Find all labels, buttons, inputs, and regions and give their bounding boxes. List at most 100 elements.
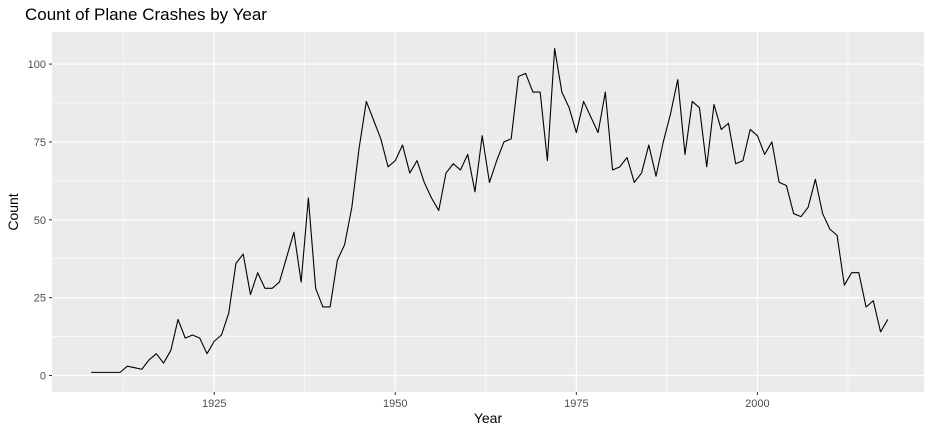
- y-axis: 0 25 50 75 100: [28, 59, 52, 382]
- major-gridlines: [52, 32, 924, 392]
- data-point-1977: [590, 117, 591, 118]
- data-point-1925: [214, 341, 215, 342]
- data-point-1989: [677, 79, 678, 80]
- data-point-1936: [293, 232, 294, 233]
- data-point-1958: [453, 163, 454, 164]
- data-point-1946: [366, 101, 367, 102]
- data-point-1957: [445, 173, 446, 174]
- data-point-1993: [706, 166, 707, 167]
- data-point-1935: [286, 257, 287, 258]
- y-tick-label: 50: [34, 215, 46, 227]
- data-point-1985: [648, 145, 649, 146]
- data-point-1916: [149, 359, 150, 360]
- data-point-1938: [308, 197, 309, 198]
- data-point-1999: [750, 129, 751, 130]
- data-point-1996: [728, 123, 729, 124]
- y-tick-label: 0: [40, 370, 46, 382]
- data-point-1962: [482, 135, 483, 136]
- data-point-1971: [547, 160, 548, 161]
- data-point-1983: [634, 182, 635, 183]
- data-point-1967: [518, 76, 519, 77]
- data-point-2008: [815, 179, 816, 180]
- data-point-1950: [395, 160, 396, 161]
- data-point-1972: [554, 48, 555, 49]
- data-point-2016: [873, 300, 874, 301]
- data-point-1909: [98, 372, 99, 373]
- data-point-1920: [178, 319, 179, 320]
- series-line: [91, 47, 889, 373]
- data-point-2001: [764, 154, 765, 155]
- data-point-1987: [663, 141, 664, 142]
- data-point-1931: [257, 272, 258, 273]
- data-point-1927: [228, 313, 229, 314]
- y-tick-label: 25: [34, 293, 46, 305]
- data-point-1908: [91, 372, 92, 373]
- data-point-1943: [344, 244, 345, 245]
- data-point-1944: [351, 207, 352, 208]
- chart-title: Count of Plane Crashes by Year: [25, 5, 267, 24]
- data-point-1969: [532, 92, 533, 93]
- data-point-1918: [163, 363, 164, 364]
- data-point-1981: [619, 166, 620, 167]
- data-point-1933: [272, 288, 273, 289]
- y-tick-label: 100: [28, 59, 46, 71]
- data-point-1966: [511, 138, 512, 139]
- y-axis-title: Count: [5, 193, 21, 230]
- data-point-1963: [489, 182, 490, 183]
- data-point-1953: [417, 160, 418, 161]
- data-point-1994: [713, 104, 714, 105]
- data-point-1974: [569, 107, 570, 108]
- data-point-1945: [359, 148, 360, 149]
- x-tick-label: 2000: [745, 398, 769, 410]
- data-point-1917: [156, 353, 157, 354]
- data-point-1998: [742, 160, 743, 161]
- data-point-1941: [330, 306, 331, 307]
- data-point-1970: [540, 92, 541, 93]
- data-point-2004: [786, 185, 787, 186]
- data-point-1930: [250, 294, 251, 295]
- data-point-1979: [605, 92, 606, 93]
- data-point-1932: [264, 288, 265, 289]
- data-point-1911: [112, 372, 113, 373]
- data-point-2015: [866, 306, 867, 307]
- data-point-1992: [699, 107, 700, 108]
- data-point-2000: [757, 135, 758, 136]
- data-point-2013: [851, 272, 852, 273]
- data-point-1965: [503, 141, 504, 142]
- data-point-1990: [684, 154, 685, 155]
- data-point-1921: [185, 338, 186, 339]
- data-point-1924: [206, 353, 207, 354]
- data-point-1961: [474, 191, 475, 192]
- data-point-1913: [127, 366, 128, 367]
- data-point-1997: [735, 163, 736, 164]
- data-point-2014: [858, 272, 859, 273]
- data-point-2005: [793, 213, 794, 214]
- data-point-1914: [134, 367, 135, 368]
- data-point-1980: [612, 169, 613, 170]
- data-point-1955: [431, 197, 432, 198]
- data-point-1923: [199, 338, 200, 339]
- x-axis: 1925 1950 1975 2000: [202, 392, 770, 410]
- data-point-1919: [170, 350, 171, 351]
- series-layer: [91, 47, 889, 373]
- data-point-1960: [467, 154, 468, 155]
- y-tick-label: 75: [34, 137, 46, 149]
- data-point-2011: [837, 235, 838, 236]
- data-point-1986: [656, 176, 657, 177]
- data-point-1984: [641, 173, 642, 174]
- data-point-1991: [692, 101, 693, 102]
- data-point-1988: [670, 113, 671, 114]
- data-point-1942: [337, 260, 338, 261]
- data-point-1978: [598, 132, 599, 133]
- data-point-1922: [192, 335, 193, 336]
- data-point-1934: [279, 282, 280, 283]
- data-point-1926: [221, 335, 222, 336]
- data-point-1928: [235, 263, 236, 264]
- data-point-1951: [402, 145, 403, 146]
- data-point-1915: [141, 369, 142, 370]
- data-point-1929: [243, 254, 244, 255]
- data-point-2002: [771, 141, 772, 142]
- data-point-1959: [460, 169, 461, 170]
- data-point-1973: [561, 92, 562, 93]
